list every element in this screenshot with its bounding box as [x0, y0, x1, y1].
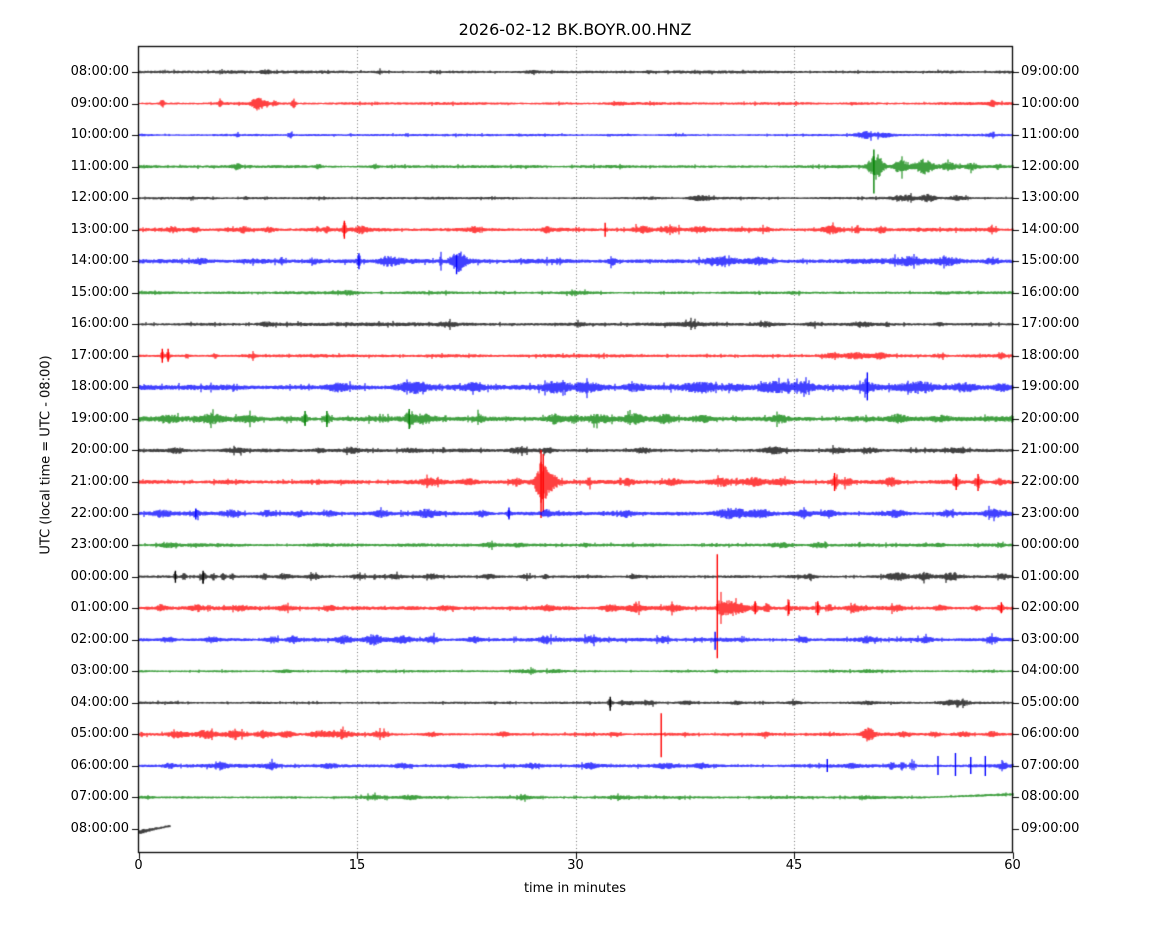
- utc-time-label: 01:00:00: [70, 600, 129, 616]
- utc-time-label: 20:00:00: [70, 442, 129, 458]
- utc-time-label: 21:00:00: [70, 474, 129, 490]
- local-time-label: 08:00:00: [1021, 789, 1080, 805]
- x-tick-label: 30: [567, 858, 584, 873]
- utc-time-label: 08:00:00: [70, 64, 129, 79]
- local-time-label: 15:00:00: [1021, 253, 1080, 269]
- local-time-label: 12:00:00: [1021, 158, 1080, 174]
- utc-time-label: 23:00:00: [70, 537, 129, 553]
- utc-time-label: 18:00:00: [70, 379, 129, 395]
- utc-time-label: 15:00:00: [70, 284, 129, 300]
- chart-title: 2026-02-12 BK.BOYR.00.HNZ: [458, 20, 692, 39]
- utc-time-label: 16:00:00: [70, 316, 129, 332]
- local-time-label: 01:00:00: [1021, 568, 1080, 584]
- x-tick-label: 60: [1004, 858, 1021, 873]
- local-time-label: 07:00:00: [1021, 757, 1080, 773]
- local-time-label: 17:00:00: [1021, 316, 1080, 332]
- local-time-label: 20:00:00: [1021, 410, 1080, 426]
- local-time-label: 21:00:00: [1021, 442, 1080, 458]
- utc-time-label: 08:00:00: [70, 820, 129, 836]
- x-tick-label: 0: [134, 858, 143, 873]
- utc-time-label: 03:00:00: [70, 663, 129, 679]
- y-axis-label: UTC (local time = UTC - 08:00): [38, 355, 54, 555]
- local-time-label: 09:00:00: [1021, 64, 1080, 79]
- local-time-label: 13:00:00: [1021, 190, 1080, 206]
- utc-time-label: 10:00:00: [70, 127, 129, 143]
- utc-time-label: 07:00:00: [70, 789, 129, 805]
- utc-time-label: 09:00:00: [70, 95, 129, 111]
- utc-time-label: 14:00:00: [70, 253, 129, 269]
- local-time-label: 14:00:00: [1021, 221, 1080, 237]
- utc-time-label: 12:00:00: [70, 190, 129, 206]
- local-time-label: 03:00:00: [1021, 631, 1080, 647]
- utc-time-label: 05:00:00: [70, 726, 129, 742]
- utc-time-label: 04:00:00: [70, 694, 129, 710]
- local-time-label: 18:00:00: [1021, 347, 1080, 363]
- local-time-label: 05:00:00: [1021, 694, 1080, 710]
- utc-time-label: 17:00:00: [70, 347, 129, 363]
- utc-time-label: 11:00:00: [70, 158, 129, 174]
- utc-time-label: 19:00:00: [70, 410, 129, 426]
- local-time-label: 04:00:00: [1021, 663, 1080, 679]
- local-time-label: 00:00:00: [1021, 537, 1080, 553]
- utc-time-label: 00:00:00: [70, 568, 129, 584]
- x-tick-label: 15: [348, 858, 366, 873]
- utc-time-label: 22:00:00: [70, 505, 129, 521]
- local-time-label: 02:00:00: [1021, 600, 1080, 616]
- local-time-label: 22:00:00: [1021, 474, 1080, 490]
- local-time-label: 10:00:00: [1021, 95, 1080, 111]
- local-time-label: 09:00:00: [1021, 820, 1080, 836]
- local-time-label: 06:00:00: [1021, 726, 1080, 742]
- local-time-label: 23:00:00: [1021, 505, 1080, 521]
- x-tick-label: 45: [785, 858, 803, 873]
- local-time-label: 19:00:00: [1021, 379, 1080, 395]
- utc-time-label: 13:00:00: [70, 221, 129, 237]
- local-time-label: 16:00:00: [1021, 284, 1080, 300]
- utc-time-label: 06:00:00: [70, 757, 129, 773]
- local-time-label: 11:00:00: [1021, 127, 1080, 143]
- utc-time-label: 02:00:00: [70, 631, 129, 647]
- x-axis-label: time in minutes: [523, 881, 627, 896]
